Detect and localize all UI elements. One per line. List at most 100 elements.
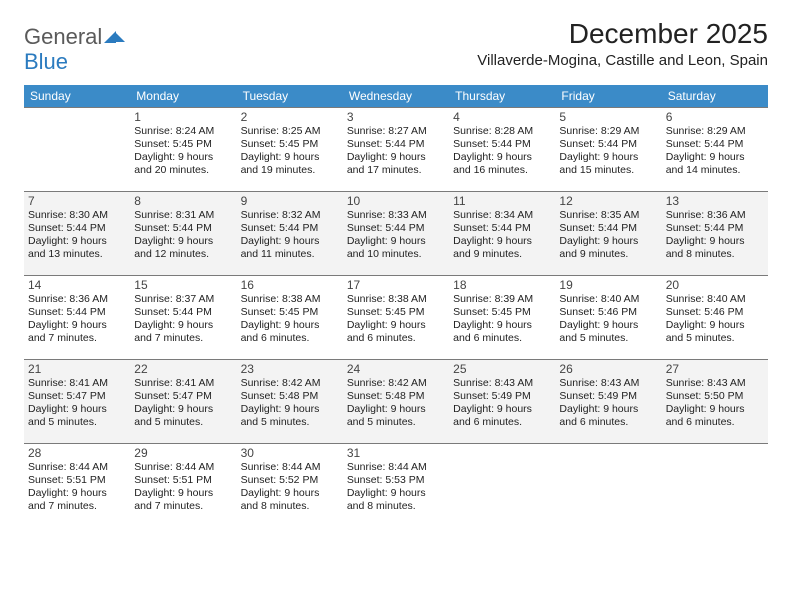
daylight-line: Daylight: 9 hours and 15 minutes. [559,151,657,177]
calendar-cell: 14Sunrise: 8:36 AMSunset: 5:44 PMDayligh… [24,275,130,359]
day-number: 5 [559,110,657,124]
day-header: Saturday [662,85,768,107]
calendar-cell: 27Sunrise: 8:43 AMSunset: 5:50 PMDayligh… [662,359,768,443]
calendar-cell: 22Sunrise: 8:41 AMSunset: 5:47 PMDayligh… [130,359,236,443]
sunset-line: Sunset: 5:47 PM [134,390,232,403]
daylight-line: Daylight: 9 hours and 6 minutes. [347,319,445,345]
logo-sail-icon-2 [115,32,125,42]
sunset-line: Sunset: 5:48 PM [241,390,339,403]
day-number: 2 [241,110,339,124]
daylight-line: Daylight: 9 hours and 5 minutes. [241,403,339,429]
day-number: 28 [28,446,126,460]
sunset-line: Sunset: 5:45 PM [453,306,551,319]
sunset-line: Sunset: 5:44 PM [28,306,126,319]
logo-text-1: General [24,24,102,50]
day-number: 22 [134,362,232,376]
sunset-line: Sunset: 5:47 PM [28,390,126,403]
daylight-line: Daylight: 9 hours and 10 minutes. [347,235,445,261]
sunrise-line: Sunrise: 8:44 AM [28,461,126,474]
sunset-line: Sunset: 5:51 PM [134,474,232,487]
sunrise-line: Sunrise: 8:38 AM [241,293,339,306]
sunrise-line: Sunrise: 8:29 AM [666,125,764,138]
day-number: 4 [453,110,551,124]
daylight-line: Daylight: 9 hours and 5 minutes. [134,403,232,429]
calendar-cell: 1Sunrise: 8:24 AMSunset: 5:45 PMDaylight… [130,107,236,191]
calendar-cell: 4Sunrise: 8:28 AMSunset: 5:44 PMDaylight… [449,107,555,191]
day-number: 30 [241,446,339,460]
sunset-line: Sunset: 5:44 PM [134,306,232,319]
sunset-line: Sunset: 5:50 PM [666,390,764,403]
sunset-line: Sunset: 5:44 PM [28,222,126,235]
sunrise-line: Sunrise: 8:33 AM [347,209,445,222]
day-header: Monday [130,85,236,107]
sunrise-line: Sunrise: 8:41 AM [28,377,126,390]
sunset-line: Sunset: 5:51 PM [28,474,126,487]
sunrise-line: Sunrise: 8:44 AM [347,461,445,474]
daylight-line: Daylight: 9 hours and 19 minutes. [241,151,339,177]
sunrise-line: Sunrise: 8:40 AM [559,293,657,306]
day-number: 21 [28,362,126,376]
calendar-cell: 23Sunrise: 8:42 AMSunset: 5:48 PMDayligh… [237,359,343,443]
calendar-cell: 30Sunrise: 8:44 AMSunset: 5:52 PMDayligh… [237,443,343,527]
calendar-cell: 17Sunrise: 8:38 AMSunset: 5:45 PMDayligh… [343,275,449,359]
calendar-cell: 31Sunrise: 8:44 AMSunset: 5:53 PMDayligh… [343,443,449,527]
calendar-cell: 8Sunrise: 8:31 AMSunset: 5:44 PMDaylight… [130,191,236,275]
day-header: Sunday [24,85,130,107]
sunset-line: Sunset: 5:45 PM [241,138,339,151]
sunrise-line: Sunrise: 8:27 AM [347,125,445,138]
calendar-cell [555,443,661,527]
day-number: 27 [666,362,764,376]
sunrise-line: Sunrise: 8:37 AM [134,293,232,306]
daylight-line: Daylight: 9 hours and 5 minutes. [28,403,126,429]
daylight-line: Daylight: 9 hours and 9 minutes. [453,235,551,261]
calendar-cell: 29Sunrise: 8:44 AMSunset: 5:51 PMDayligh… [130,443,236,527]
day-number: 11 [453,194,551,208]
sunset-line: Sunset: 5:44 PM [347,138,445,151]
logo-text-2: Blue [24,49,68,75]
day-number: 20 [666,278,764,292]
day-number: 18 [453,278,551,292]
sunrise-line: Sunrise: 8:43 AM [559,377,657,390]
daylight-line: Daylight: 9 hours and 6 minutes. [453,403,551,429]
calendar-cell: 25Sunrise: 8:43 AMSunset: 5:49 PMDayligh… [449,359,555,443]
day-number: 25 [453,362,551,376]
sunset-line: Sunset: 5:53 PM [347,474,445,487]
day-number: 12 [559,194,657,208]
daylight-line: Daylight: 9 hours and 6 minutes. [666,403,764,429]
day-header: Friday [555,85,661,107]
sunset-line: Sunset: 5:44 PM [666,222,764,235]
daylight-line: Daylight: 9 hours and 7 minutes. [28,487,126,513]
day-number: 23 [241,362,339,376]
day-number: 8 [134,194,232,208]
day-header: Tuesday [237,85,343,107]
calendar-cell: 6Sunrise: 8:29 AMSunset: 5:44 PMDaylight… [662,107,768,191]
day-number: 15 [134,278,232,292]
calendar-cell [662,443,768,527]
daylight-line: Daylight: 9 hours and 5 minutes. [666,319,764,345]
calendar-cell: 16Sunrise: 8:38 AMSunset: 5:45 PMDayligh… [237,275,343,359]
sunset-line: Sunset: 5:49 PM [453,390,551,403]
daylight-line: Daylight: 9 hours and 6 minutes. [453,319,551,345]
daylight-line: Daylight: 9 hours and 8 minutes. [241,487,339,513]
sunset-line: Sunset: 5:44 PM [666,138,764,151]
calendar-cell: 19Sunrise: 8:40 AMSunset: 5:46 PMDayligh… [555,275,661,359]
day-number: 13 [666,194,764,208]
sunrise-line: Sunrise: 8:34 AM [453,209,551,222]
calendar-cell: 11Sunrise: 8:34 AMSunset: 5:44 PMDayligh… [449,191,555,275]
daylight-line: Daylight: 9 hours and 7 minutes. [134,487,232,513]
sunrise-line: Sunrise: 8:31 AM [134,209,232,222]
day-number: 3 [347,110,445,124]
daylight-line: Daylight: 9 hours and 14 minutes. [666,151,764,177]
daylight-line: Daylight: 9 hours and 17 minutes. [347,151,445,177]
daylight-line: Daylight: 9 hours and 12 minutes. [134,235,232,261]
calendar-cell: 2Sunrise: 8:25 AMSunset: 5:45 PMDaylight… [237,107,343,191]
daylight-line: Daylight: 9 hours and 5 minutes. [347,403,445,429]
sunrise-line: Sunrise: 8:42 AM [241,377,339,390]
sunrise-line: Sunrise: 8:30 AM [28,209,126,222]
daylight-line: Daylight: 9 hours and 5 minutes. [559,319,657,345]
day-number: 17 [347,278,445,292]
sunrise-line: Sunrise: 8:42 AM [347,377,445,390]
calendar-cell: 10Sunrise: 8:33 AMSunset: 5:44 PMDayligh… [343,191,449,275]
calendar-cell: 7Sunrise: 8:30 AMSunset: 5:44 PMDaylight… [24,191,130,275]
calendar-cell: 18Sunrise: 8:39 AMSunset: 5:45 PMDayligh… [449,275,555,359]
